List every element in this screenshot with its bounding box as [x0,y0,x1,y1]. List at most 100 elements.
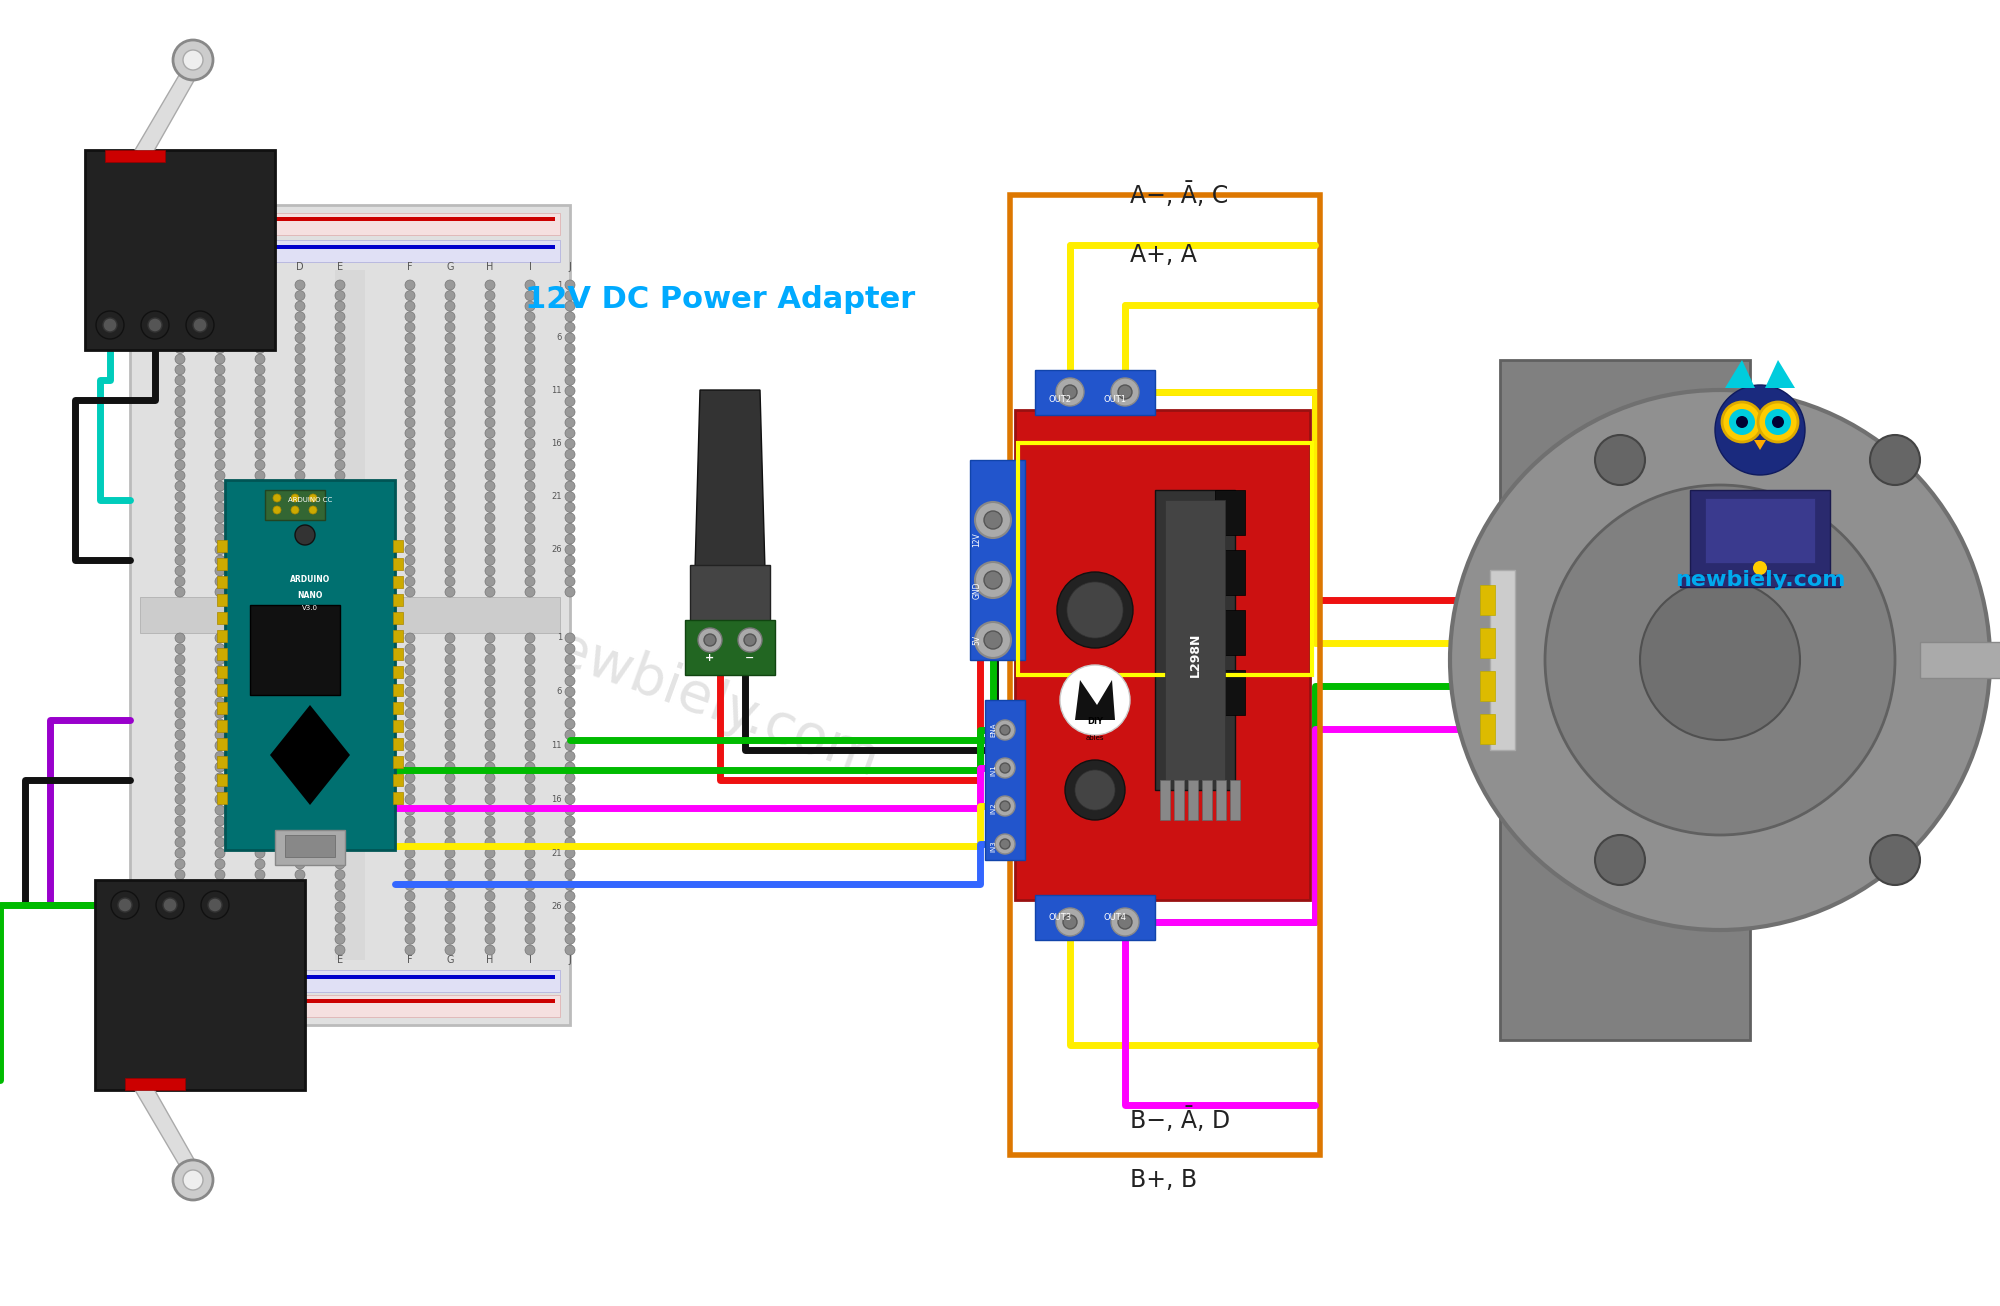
Circle shape [176,354,184,364]
Circle shape [404,460,416,470]
Circle shape [216,302,224,311]
Circle shape [444,708,456,718]
Circle shape [216,418,224,427]
Circle shape [1640,580,1800,741]
Circle shape [566,449,576,460]
Circle shape [256,312,264,321]
Circle shape [524,449,536,460]
Circle shape [524,481,536,491]
Circle shape [256,751,264,761]
Circle shape [216,586,224,597]
Circle shape [484,665,496,675]
Circle shape [566,644,576,654]
Circle shape [336,697,346,708]
Circle shape [404,302,416,311]
Circle shape [176,720,184,729]
Circle shape [524,741,536,751]
Circle shape [484,407,496,417]
Polygon shape [1754,440,1766,451]
Circle shape [336,513,346,522]
Circle shape [176,513,184,522]
Circle shape [296,677,304,686]
Circle shape [484,946,496,955]
Circle shape [296,794,304,804]
Circle shape [404,697,416,708]
Bar [144,976,556,980]
Circle shape [404,880,416,891]
Circle shape [176,730,184,739]
Circle shape [524,428,536,439]
Circle shape [484,751,496,761]
Circle shape [256,827,264,837]
Circle shape [256,586,264,597]
Circle shape [256,418,264,427]
Circle shape [176,644,184,654]
Bar [130,205,570,1025]
Circle shape [1056,908,1084,936]
Circle shape [216,859,224,868]
Circle shape [256,291,264,300]
Circle shape [566,343,576,354]
Circle shape [444,923,456,934]
Circle shape [484,923,496,934]
Text: newbiely.com: newbiely.com [1674,569,1846,590]
Polygon shape [270,705,350,804]
Bar [216,791,228,804]
Circle shape [444,449,456,460]
Circle shape [216,407,224,417]
Circle shape [444,397,456,406]
Circle shape [444,492,456,502]
Circle shape [524,730,536,739]
Circle shape [216,720,224,729]
Circle shape [566,375,576,385]
Circle shape [484,503,496,512]
Circle shape [1728,409,1756,435]
Polygon shape [1076,680,1116,720]
Circle shape [484,644,496,654]
Circle shape [484,902,496,912]
Circle shape [566,576,576,586]
Circle shape [216,677,224,686]
Circle shape [524,418,536,427]
Circle shape [256,279,264,290]
Circle shape [176,816,184,825]
Circle shape [336,804,346,815]
Bar [216,756,228,768]
Circle shape [404,439,416,449]
Circle shape [176,397,184,406]
Circle shape [484,720,496,729]
Text: C: C [256,263,264,272]
Bar [216,594,228,606]
Circle shape [566,773,576,782]
Circle shape [256,576,264,586]
Circle shape [566,804,576,815]
Circle shape [216,687,224,697]
Circle shape [444,503,456,512]
Circle shape [216,333,224,343]
Circle shape [484,708,496,718]
Circle shape [216,545,224,555]
Circle shape [216,773,224,782]
Circle shape [336,934,346,944]
Circle shape [444,312,456,321]
Circle shape [256,902,264,912]
Circle shape [566,333,576,343]
Circle shape [296,407,304,417]
Circle shape [148,317,162,332]
Bar [216,576,228,588]
Text: 26: 26 [552,545,562,554]
Circle shape [256,848,264,858]
Circle shape [484,291,496,300]
Text: 16: 16 [552,439,562,448]
Bar [684,620,776,675]
Circle shape [216,385,224,396]
Bar [392,594,404,606]
Bar [392,629,404,643]
Circle shape [744,633,756,646]
Circle shape [566,555,576,565]
Text: D: D [296,263,304,272]
Circle shape [176,503,184,512]
Circle shape [296,375,304,385]
Circle shape [176,460,184,470]
Circle shape [216,934,224,944]
